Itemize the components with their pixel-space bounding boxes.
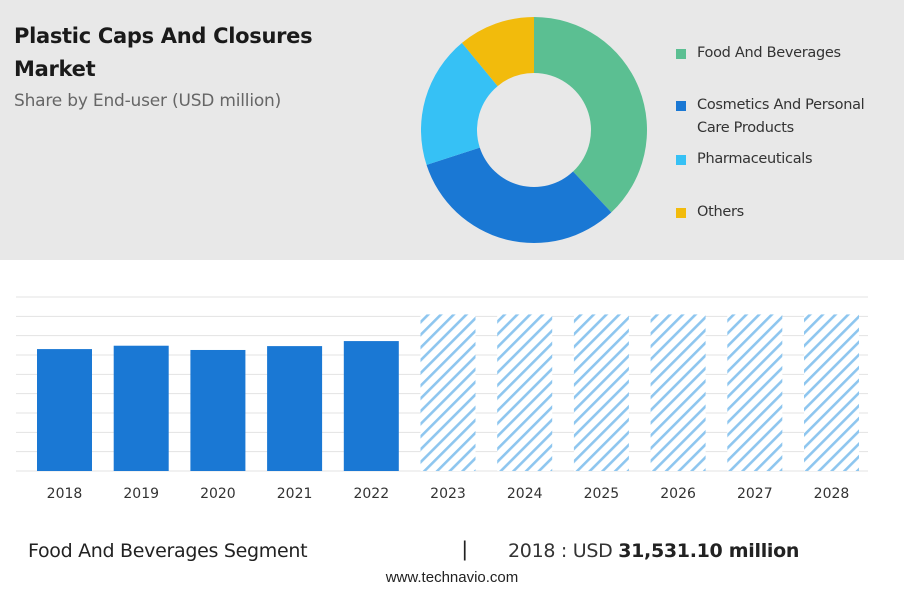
forecast-bar-2027 xyxy=(727,314,783,471)
x-tick-label: 2020 xyxy=(200,486,236,502)
legend-swatch xyxy=(676,101,686,111)
donut-legend: Food And Beverages Cosmetics And Personal… xyxy=(676,0,904,260)
legend-label: Pharmaceuticals xyxy=(697,151,813,167)
footer-divider: | xyxy=(462,538,468,561)
donut-chart xyxy=(421,17,647,244)
donut-slice xyxy=(461,17,534,87)
donut-slice xyxy=(426,147,612,244)
forecast-bar-2025 xyxy=(573,314,629,471)
forecast-bar-2028 xyxy=(804,314,859,471)
legend-label: Cosmetics And Personal Care Products xyxy=(697,97,865,136)
bar-2021 xyxy=(267,346,323,471)
footer-value-amount: 31,531.10 million xyxy=(618,540,800,562)
x-tick-label: 2022 xyxy=(353,486,389,502)
legend-item: Pharmaceuticals xyxy=(676,148,896,171)
x-tick-label: 2021 xyxy=(277,486,313,502)
legend-swatch xyxy=(676,208,686,218)
x-tick-label: 2018 xyxy=(47,486,83,502)
chart-subtitle: Share by End-user (USD million) xyxy=(14,91,282,111)
x-tick-label: 2027 xyxy=(737,486,773,502)
bar-2022 xyxy=(343,341,399,471)
x-tick-label: 2024 xyxy=(507,486,543,502)
legend-swatch xyxy=(676,49,686,59)
bar-2019 xyxy=(113,345,169,471)
x-tick-label: 2028 xyxy=(814,486,850,502)
legend-label: Food And Beverages xyxy=(697,45,841,61)
website-link[interactable]: www.technavio.com xyxy=(385,569,519,586)
footer-segment-label: Food And Beverages Segment xyxy=(28,540,308,562)
legend-item: Food And Beverages xyxy=(676,42,896,65)
forecast-bar-2026 xyxy=(650,314,706,471)
legend-item: Cosmetics And Personal Care Products xyxy=(676,94,896,140)
forecast-bar-2023 xyxy=(420,314,476,471)
bar-chart: 2018 2019 2020 2021 2022 2023 2024 2025 2026 2027… xyxy=(16,296,868,502)
x-tick-label: 2019 xyxy=(123,486,159,502)
legend-swatch xyxy=(676,155,686,165)
x-tick-label: 2026 xyxy=(660,486,696,502)
footer-year-prefix: 2018 : USD xyxy=(508,540,613,562)
legend-label: Others xyxy=(697,204,744,220)
donut-slice xyxy=(421,42,498,165)
bar-2018 xyxy=(37,349,92,471)
donut-slice xyxy=(534,17,647,213)
chart-title: Plastic Caps And Closures Market xyxy=(14,24,313,81)
x-tick-label: 2025 xyxy=(584,486,620,502)
forecast-bar-2024 xyxy=(497,314,553,471)
x-tick-label: 2023 xyxy=(430,486,466,502)
legend-item: Others xyxy=(676,201,896,224)
footer-value: 2018 : USD 31,531.10 million xyxy=(508,540,799,562)
bar-2020 xyxy=(190,349,246,471)
